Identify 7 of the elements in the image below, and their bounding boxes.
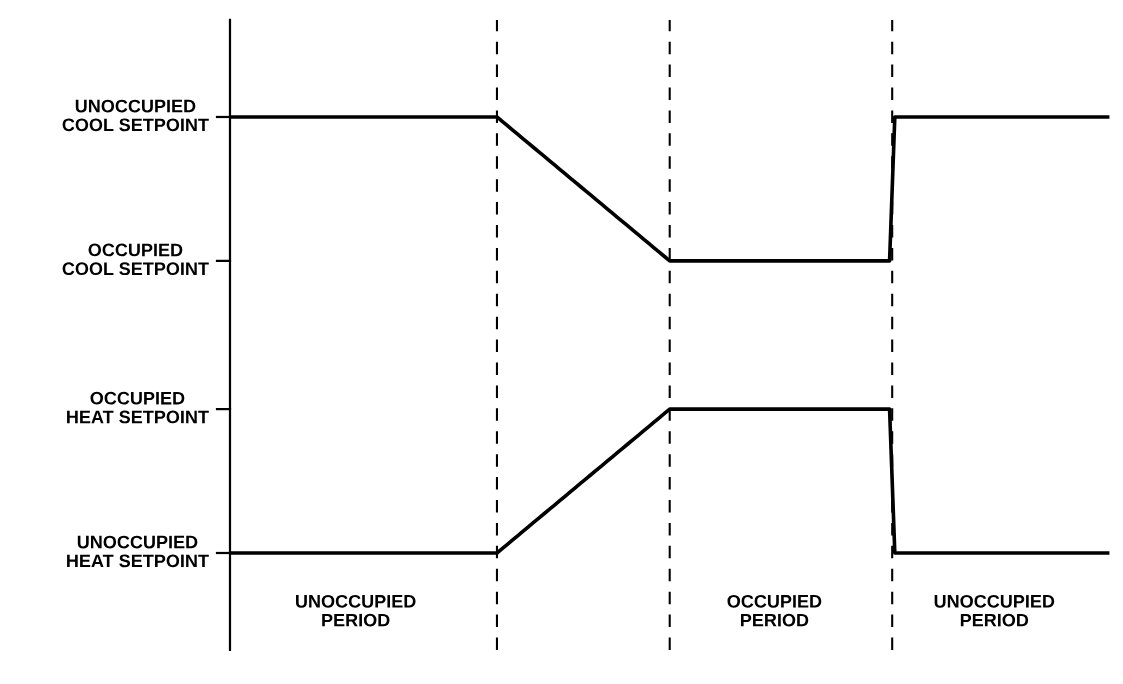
x-tick-label: OCCUPIED PERIOD [727, 594, 822, 627]
x-tick-label: UNOCCUPIED PERIOD [934, 594, 1055, 627]
ref-line-label: OCCUPIED HEAT SETPOINT [67, 391, 209, 424]
x-tick-label: UNOCCUPIED PERIOD [296, 594, 416, 627]
ref-line-label: UNOCCUPIED HEAT SETPOINT [67, 535, 209, 568]
ref-line-label: OCCUPIED COOL SETPOINT [62, 243, 209, 276]
ref-line-label: UNOCCUPIED COOL SETPOINT [62, 99, 209, 132]
